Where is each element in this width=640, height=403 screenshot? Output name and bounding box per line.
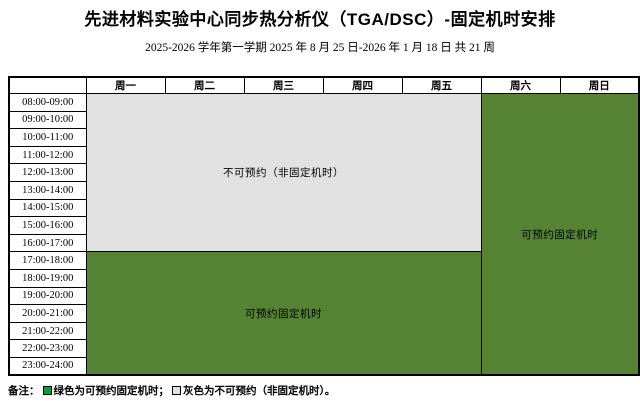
time-slot-cell: 17:00-18:00 bbox=[8, 251, 87, 270]
time-slot-cell: 20:00-21:00 bbox=[8, 304, 87, 323]
day-header-wed: 周三 bbox=[243, 76, 324, 94]
weekend-region: 可预约固定机时 bbox=[480, 93, 640, 376]
time-slot-cell: 08:00-09:00 bbox=[8, 93, 87, 112]
time-slot-cell: 14:00-15:00 bbox=[8, 198, 87, 218]
page-title: 先进材料实验中心同步热分析仪（TGA/DSC）-固定机时安排 bbox=[84, 10, 556, 29]
table-row: 16:00-17:00 bbox=[8, 233, 639, 253]
time-slot-cell: 10:00-11:00 bbox=[8, 128, 87, 147]
time-slot-cell: 15:00-16:00 bbox=[8, 216, 87, 235]
table-row: 09:00-10:00 bbox=[8, 110, 639, 130]
time-slot-cell: 16:00-17:00 bbox=[8, 233, 87, 253]
time-slot-cell: 09:00-10:00 bbox=[8, 110, 87, 130]
table-row: 14:00-15:00 bbox=[8, 198, 639, 218]
table-row: 10:00-11:00 bbox=[8, 128, 639, 147]
time-slot-cell: 21:00-22:00 bbox=[8, 321, 87, 341]
table-row: 18:00-19:00 bbox=[8, 268, 639, 288]
day-header-fri: 周五 bbox=[401, 76, 482, 94]
table-row: 17:00-18:00 可预约固定机时 bbox=[8, 251, 639, 376]
day-header-thu: 周四 bbox=[322, 76, 403, 94]
weekday-evening-region: 可预约固定机时 bbox=[85, 251, 482, 376]
day-header-sat: 周六 bbox=[480, 76, 561, 94]
weekday-daytime-region: 不可预约（非固定机时） bbox=[85, 92, 482, 253]
table-row: 20:00-21:00 bbox=[8, 304, 639, 323]
legend-green-label: 绿色为可预约固定机时； bbox=[53, 386, 170, 397]
green-legend-swatch-icon bbox=[42, 386, 52, 395]
time-slot-cell: 23:00-24:00 bbox=[8, 356, 87, 376]
table-row: 08:00-09:00 不可预约（非固定机时） 可预约固定机时 bbox=[8, 92, 640, 376]
time-slot-cell: 13:00-14:00 bbox=[8, 180, 87, 200]
legend-note: 备注： 绿色为可预约固定机时； 灰色为不可预约（非固定机时）。 bbox=[8, 383, 335, 398]
legend-prefix: 备注： bbox=[8, 386, 40, 397]
day-header-sun: 周日 bbox=[559, 76, 640, 94]
table-row: 13:00-14:00 bbox=[8, 180, 639, 200]
table-row: 15:00-16:00 bbox=[8, 216, 639, 235]
gray-legend-swatch-icon bbox=[172, 386, 181, 395]
table-header-row: 周一 周二 周三 周四 周五 周六 周日 bbox=[8, 76, 640, 94]
time-slot-cell: 12:00-13:00 bbox=[8, 163, 87, 182]
semester-subtitle: 2025-2026 学年第一学期 2025 年 8 月 25 日-2026 年 … bbox=[145, 42, 495, 54]
time-slot-cell: 11:00-12:00 bbox=[8, 145, 87, 165]
table-row: 22:00-23:00 bbox=[8, 339, 639, 358]
table-row: 23:00-24:00 bbox=[8, 356, 639, 376]
time-slot-cell: 18:00-19:00 bbox=[8, 268, 87, 288]
day-header-tue: 周二 bbox=[164, 76, 245, 94]
corner-cell bbox=[8, 76, 87, 94]
time-slot-cell: 19:00-20:00 bbox=[8, 286, 87, 306]
schedule-table: 周一 周二 周三 周四 周五 周六 周日 08:00-09:00 不可预约（非固… bbox=[8, 76, 640, 376]
time-slot-cell: 22:00-23:00 bbox=[8, 339, 87, 358]
day-header-mon: 周一 bbox=[85, 76, 166, 94]
legend-gray-label: 灰色为不可预约（非固定机时）。 bbox=[183, 386, 336, 397]
